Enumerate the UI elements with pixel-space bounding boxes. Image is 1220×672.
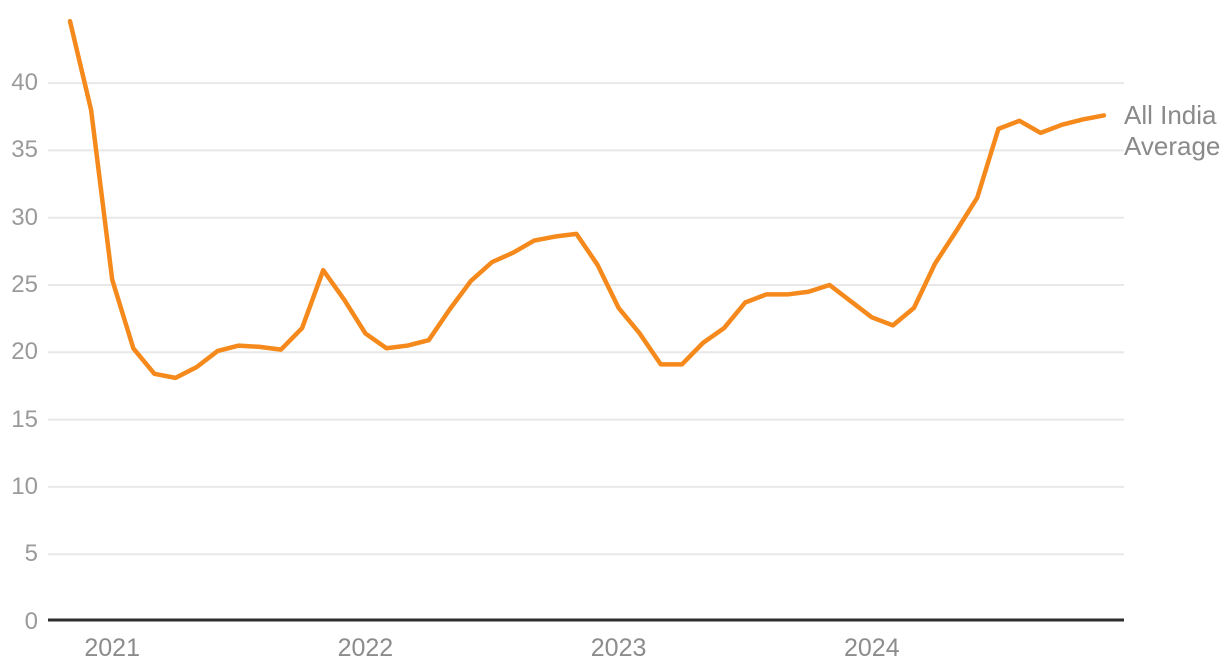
series-line-all-india-average xyxy=(67,18,1107,381)
gridlines xyxy=(48,82,1124,556)
y-tick-label-0: 0 xyxy=(24,607,38,635)
y-tick-label-5: 5 xyxy=(24,540,38,568)
series-label-line1: All India xyxy=(1124,100,1217,130)
x-tick-label-2022: 2022 xyxy=(337,634,394,662)
series-label-line2: Average xyxy=(1124,131,1220,161)
series-lines xyxy=(67,18,1107,381)
x-tick-label-2023: 2023 xyxy=(590,634,647,662)
y-tick-label-25: 25 xyxy=(11,271,38,298)
x-tick-label-2021: 2021 xyxy=(84,634,140,662)
y-tick-label-40: 40 xyxy=(11,69,38,97)
y-tick-label-15: 15 xyxy=(11,405,38,433)
series-label-all-india-average: All India Average xyxy=(1124,100,1220,162)
y-tick-label-20: 20 xyxy=(11,338,38,366)
y-tick-label-35: 35 xyxy=(11,136,38,164)
y-tick-label-30: 30 xyxy=(11,203,38,231)
x-tick-label-2024: 2024 xyxy=(843,634,900,662)
y-tick-label-10: 10 xyxy=(11,472,38,500)
